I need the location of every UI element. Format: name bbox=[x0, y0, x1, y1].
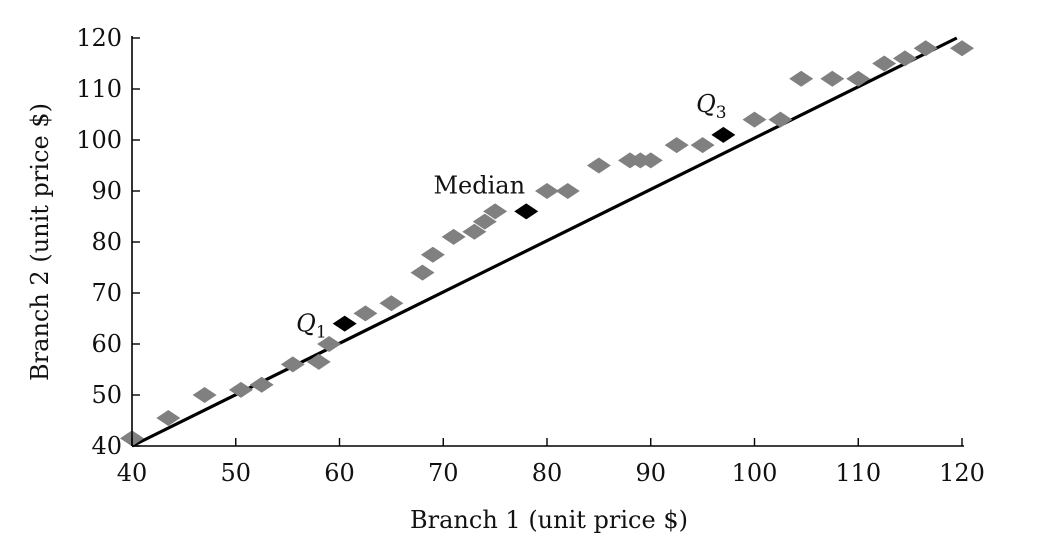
y-tick-label: 100 bbox=[76, 126, 122, 154]
points-layer bbox=[120, 40, 974, 447]
data-point bbox=[690, 137, 715, 154]
q3-annotation-base: Q bbox=[696, 90, 716, 118]
reference-line bbox=[131, 36, 958, 448]
data-point bbox=[228, 381, 253, 398]
data-point bbox=[555, 183, 580, 199]
data-point bbox=[410, 264, 435, 281]
data-point bbox=[586, 157, 611, 174]
axes-layer: 40 50 60 70 80 90 100 110 120 40 50 60 70 80 90 100 110 1… bbox=[76, 24, 985, 487]
data-point bbox=[846, 70, 871, 87]
y-tick-label: 80 bbox=[91, 228, 122, 256]
median-point bbox=[514, 203, 539, 220]
data-point bbox=[441, 228, 466, 245]
x-tick-label: 110 bbox=[835, 459, 881, 487]
data-point bbox=[768, 111, 793, 128]
data-point bbox=[353, 305, 378, 322]
reference-line-layer bbox=[131, 36, 958, 448]
x-tick-label: 90 bbox=[635, 459, 666, 487]
x-tick-label: 40 bbox=[117, 459, 148, 487]
data-point bbox=[249, 376, 274, 393]
q3-point bbox=[711, 126, 736, 143]
data-point bbox=[820, 70, 845, 87]
data-point bbox=[950, 40, 974, 57]
x-tick-label: 120 bbox=[939, 459, 985, 487]
data-point bbox=[462, 223, 487, 240]
data-point bbox=[742, 111, 767, 128]
data-point bbox=[192, 387, 217, 403]
x-tick-label: 80 bbox=[532, 459, 563, 487]
data-point bbox=[317, 336, 342, 352]
data-point bbox=[872, 55, 897, 72]
q1-annotation-base: Q bbox=[296, 310, 316, 338]
y-tick-label: 70 bbox=[91, 279, 122, 307]
x-tick-label: 50 bbox=[220, 459, 251, 487]
annotations-layer: Q1 Median Q3 bbox=[296, 90, 726, 343]
y-tick-label: 50 bbox=[91, 381, 122, 409]
data-point bbox=[638, 152, 663, 169]
data-point bbox=[892, 50, 917, 67]
y-tick-label: 40 bbox=[91, 432, 122, 460]
data-point bbox=[379, 295, 404, 312]
data-point bbox=[420, 246, 445, 263]
q1-annotation: Q1 bbox=[296, 310, 327, 343]
y-tick-label: 110 bbox=[76, 75, 122, 103]
data-point bbox=[535, 183, 559, 199]
q3-annotation: Q3 bbox=[696, 90, 727, 123]
x-tick-label: 70 bbox=[428, 459, 459, 487]
median-annotation: Median bbox=[433, 171, 525, 199]
y-tick-label: 60 bbox=[91, 330, 122, 358]
q1-point bbox=[332, 315, 357, 332]
data-point bbox=[483, 203, 508, 220]
x-axis-title: Branch 1 (unit price $) bbox=[410, 506, 688, 534]
data-point bbox=[789, 70, 814, 87]
data-point bbox=[664, 137, 689, 154]
y-tick-label: 120 bbox=[76, 24, 122, 52]
data-point bbox=[472, 213, 497, 230]
y-axis-title: Branch 2 (unit price $) bbox=[26, 103, 54, 381]
q3-annotation-subscript: 3 bbox=[716, 103, 727, 123]
q1-annotation-subscript: 1 bbox=[316, 323, 327, 343]
data-point bbox=[306, 353, 331, 370]
x-tick-label: 60 bbox=[324, 459, 355, 487]
y-tick-label: 90 bbox=[91, 177, 122, 205]
data-point bbox=[156, 409, 181, 426]
data-point bbox=[913, 40, 938, 57]
x-tick-label: 100 bbox=[732, 459, 778, 487]
data-point bbox=[280, 356, 305, 373]
